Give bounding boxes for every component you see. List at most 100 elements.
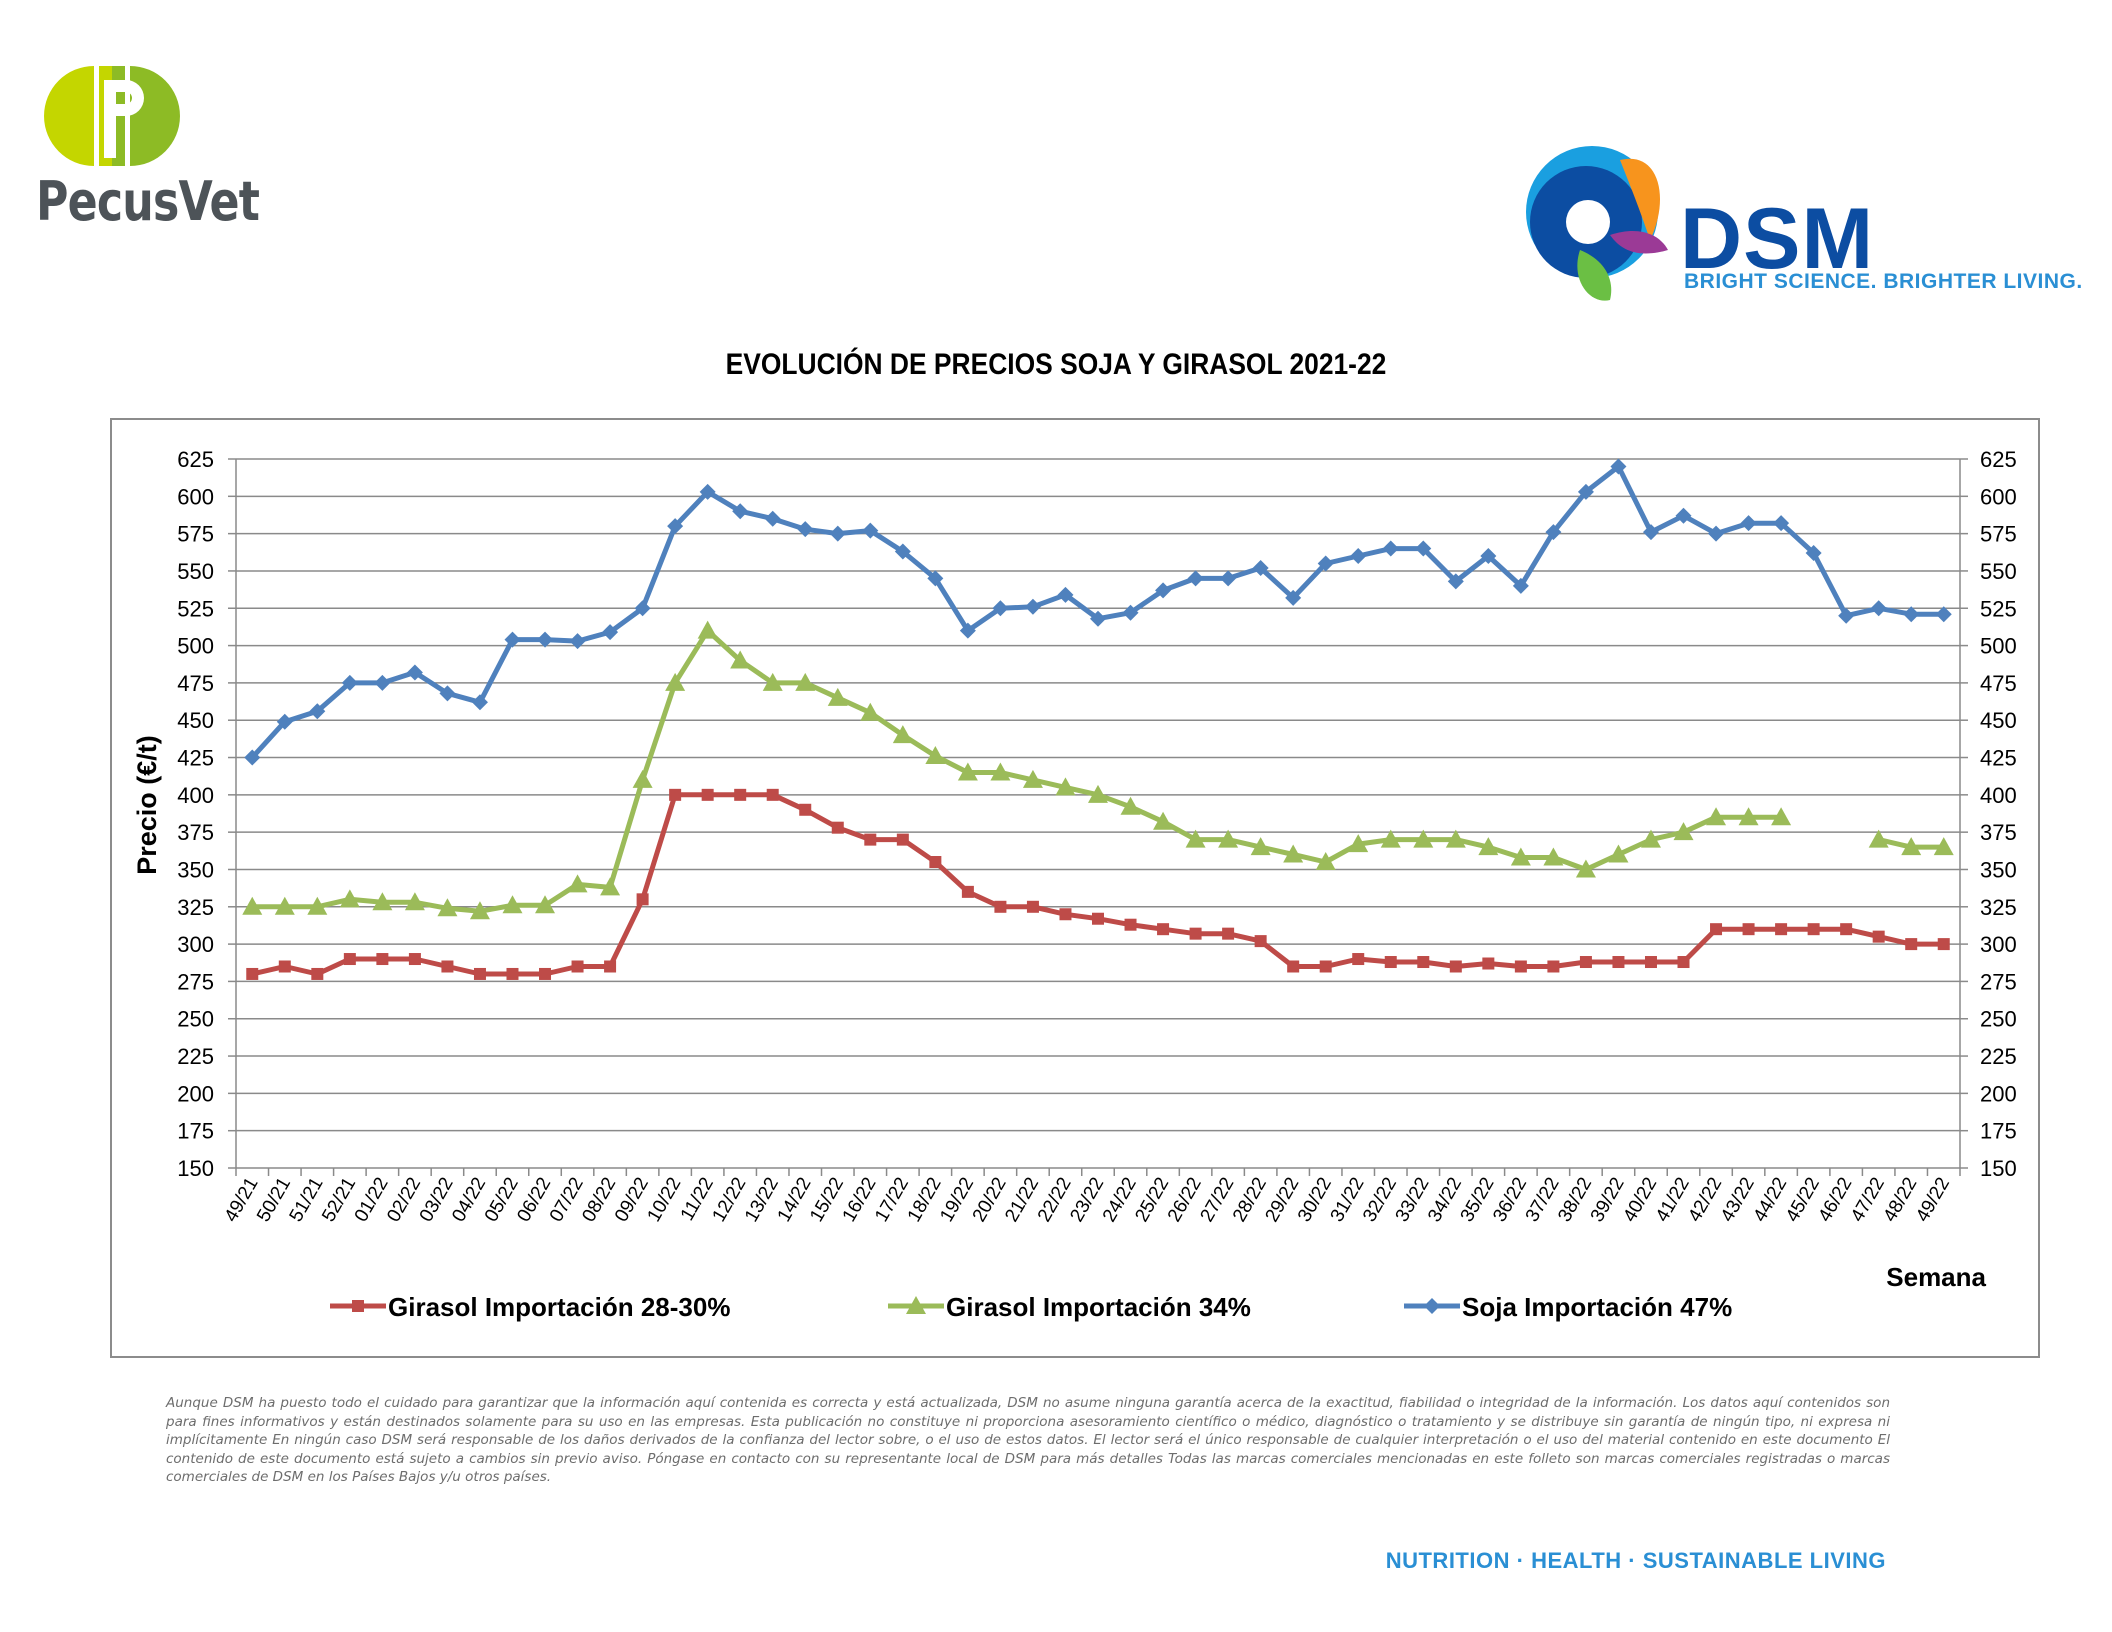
data-point <box>1348 834 1369 853</box>
data-point <box>242 896 263 915</box>
data-point <box>961 885 974 898</box>
y-tick-label-right: 575 <box>1980 522 2017 547</box>
data-point <box>1445 829 1466 848</box>
data-point <box>762 672 783 691</box>
data-point <box>1514 960 1527 973</box>
data-point <box>309 703 326 720</box>
data-point <box>1933 837 1954 856</box>
data-point <box>1937 938 1950 951</box>
data-point <box>732 503 749 520</box>
dsm-brand-name: DSM <box>1680 191 1875 287</box>
y-tick-label: 275 <box>177 969 214 994</box>
data-point <box>1024 598 1041 615</box>
data-point <box>473 967 486 980</box>
data-point <box>1708 525 1725 542</box>
legend-label: Soja Importación 47% <box>1462 1292 1732 1322</box>
data-point <box>1640 829 1661 848</box>
series-1 <box>246 788 1950 980</box>
data-point <box>504 631 521 648</box>
data-point <box>701 788 714 801</box>
data-point <box>376 953 389 966</box>
data-point <box>994 900 1007 913</box>
data-point <box>1222 927 1235 940</box>
data-point <box>1510 847 1531 866</box>
data-point <box>957 762 978 781</box>
data-point <box>1675 507 1692 524</box>
data-point <box>408 953 421 966</box>
series-line <box>251 792 1944 977</box>
data-point <box>1382 540 1399 557</box>
y-tick-label-right: 525 <box>1980 596 2017 621</box>
dsm-logo-icon <box>1526 146 1668 301</box>
data-point <box>404 892 425 911</box>
data-point <box>274 896 295 915</box>
data-point <box>799 803 812 816</box>
data-point <box>1805 545 1822 562</box>
data-point <box>1644 956 1657 969</box>
data-point <box>602 624 619 641</box>
data-point <box>1254 935 1267 948</box>
data-point <box>567 874 588 893</box>
data-point <box>1547 960 1560 973</box>
legend-label: Girasol Importación 28-30% <box>388 1292 730 1322</box>
data-point <box>1706 807 1727 826</box>
data-point <box>1901 837 1922 856</box>
footer-word-nutrition: NUTRITION <box>1385 1548 1510 1573</box>
data-point <box>665 672 686 691</box>
chart-series <box>242 458 1954 980</box>
data-point <box>539 967 552 980</box>
data-point <box>1872 930 1885 943</box>
data-point <box>1220 570 1237 587</box>
y-tick-label-right: 375 <box>1980 820 2017 845</box>
data-point <box>730 650 751 669</box>
data-point <box>1283 844 1304 863</box>
data-point <box>469 901 490 920</box>
data-point <box>1319 960 1332 973</box>
data-point <box>699 483 716 500</box>
data-point <box>894 543 911 560</box>
y-tick-label: 150 <box>177 1156 214 1181</box>
footer-word-health: HEALTH <box>1531 1548 1622 1573</box>
y-tick-label-right: 475 <box>1980 671 2017 696</box>
legend-item: Girasol Importación 34% <box>888 1292 1251 1322</box>
data-point <box>276 713 293 730</box>
data-point <box>636 893 649 906</box>
y-tick-label-right: 550 <box>1980 559 2017 584</box>
data-point <box>1092 912 1104 925</box>
data-point <box>1543 847 1564 866</box>
y-tick-label: 475 <box>177 671 214 696</box>
data-point <box>604 960 617 973</box>
data-point <box>827 687 848 706</box>
y-tick-label-right: 400 <box>1980 783 2017 808</box>
legend-marker <box>1424 1298 1440 1314</box>
x-axis-label: Semana <box>1886 1262 1986 1292</box>
y-tick-label-right: 600 <box>1980 484 2017 509</box>
data-point <box>1124 918 1137 931</box>
data-point <box>311 967 324 980</box>
data-point <box>374 674 391 691</box>
footer-word-sustainable: SUSTAINABLE LIVING <box>1642 1548 1886 1573</box>
data-point <box>1120 796 1141 815</box>
y-tick-label: 550 <box>177 559 214 584</box>
legend-item: Girasol Importación 28-30% <box>330 1292 730 1322</box>
y-tick-label-right: 150 <box>1980 1156 2017 1181</box>
data-point <box>1022 769 1043 788</box>
data-point <box>1187 570 1204 587</box>
data-point <box>1575 859 1596 878</box>
y-tick-label: 325 <box>177 895 214 920</box>
data-point <box>1482 957 1495 970</box>
data-point <box>246 967 259 980</box>
data-point <box>406 664 423 681</box>
data-point <box>1090 610 1106 627</box>
data-point <box>1285 589 1302 606</box>
data-point <box>1380 829 1401 848</box>
data-point <box>864 833 877 846</box>
data-point <box>1157 923 1170 936</box>
y-axis-right: 150 175 200 225 250 275 300 325 350 375 400 425 450 4… <box>1980 447 2017 1181</box>
y-tick-label-right: 275 <box>1980 969 2017 994</box>
data-point <box>535 895 556 914</box>
y-tick-label: 250 <box>177 1007 214 1032</box>
data-point <box>1775 923 1788 936</box>
data-point <box>764 510 781 527</box>
